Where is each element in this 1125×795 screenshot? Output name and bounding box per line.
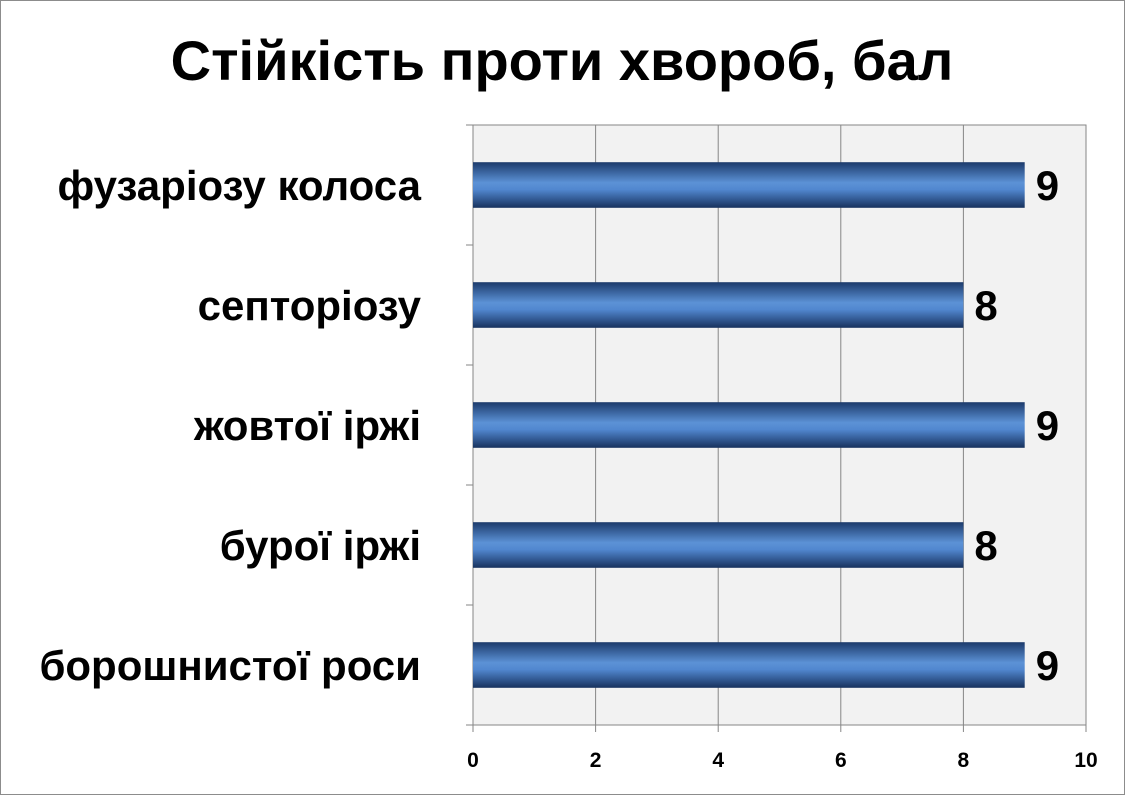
data-label: 9 — [1036, 642, 1059, 689]
category-label: жовтої іржі — [193, 402, 421, 449]
axes — [466, 124, 1087, 732]
bar — [473, 282, 964, 328]
bar — [473, 642, 1025, 688]
data-label: 9 — [1036, 402, 1059, 449]
labels: 0 2 4 6 8 10 фузаріозу колоса 9 септоріозу 8 жовто… — [39, 162, 1097, 772]
category-label: бурої іржі — [220, 522, 421, 569]
x-tick-label: 0 — [467, 749, 479, 772]
category-label: фузаріозу колоса — [57, 162, 421, 209]
data-label: 8 — [974, 282, 997, 329]
chart-title: Стійкість проти хвороб, бал — [171, 29, 954, 92]
bar — [473, 522, 964, 568]
bar — [473, 402, 1025, 448]
category-label: борошнистої роси — [39, 642, 421, 689]
data-label: 8 — [974, 522, 997, 569]
bar — [473, 162, 1025, 208]
bars — [473, 162, 1025, 688]
x-tick-label: 8 — [958, 749, 970, 772]
x-tick-label: 4 — [712, 749, 724, 772]
x-tick-label: 10 — [1074, 749, 1097, 772]
x-tick-label: 6 — [835, 749, 847, 772]
category-label: септоріозу — [198, 282, 422, 329]
x-tick-label: 2 — [590, 749, 602, 772]
data-label: 9 — [1036, 162, 1059, 209]
